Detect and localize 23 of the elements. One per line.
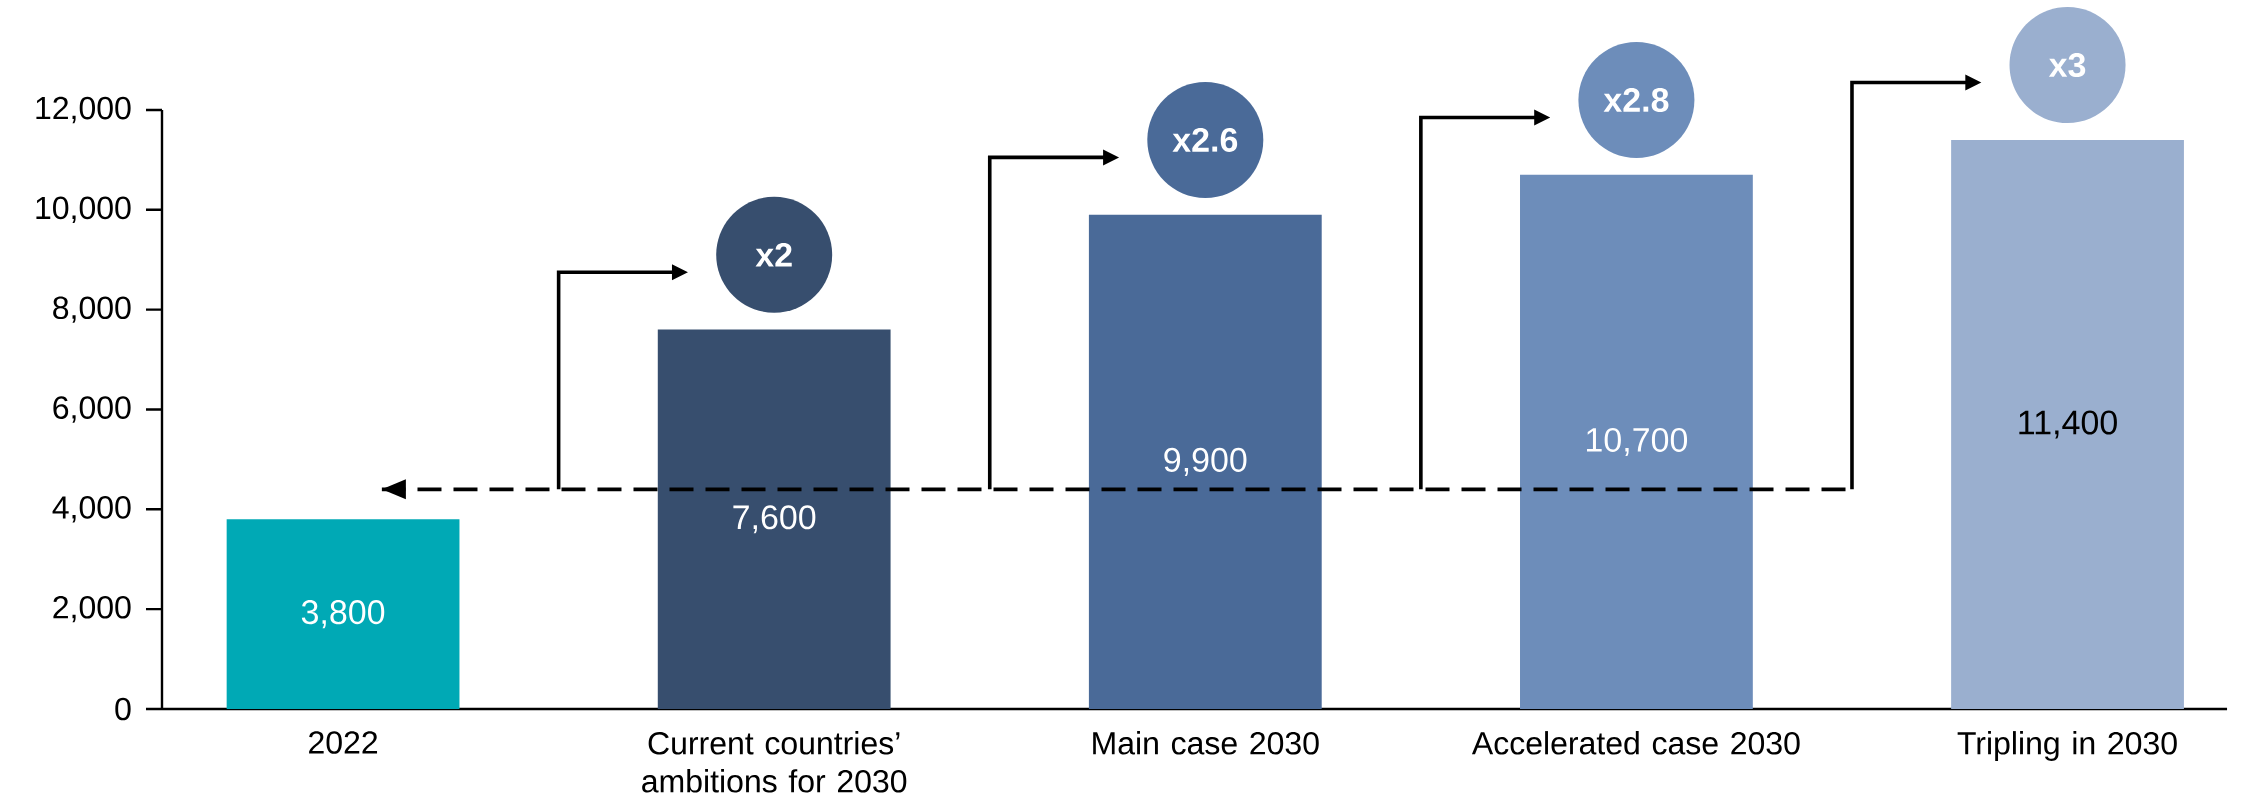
x-tick-label: Tripling in 2030 xyxy=(1957,731,2177,761)
y-tick-label: 4,000 xyxy=(52,496,131,523)
x-tick-label: Main case 2030 xyxy=(1093,731,1319,755)
annotation: x2.6 xyxy=(1172,127,1238,152)
annotation: x2 xyxy=(755,242,792,267)
data-label: 10,700 xyxy=(1586,427,1688,456)
bar xyxy=(226,519,460,709)
bar xyxy=(657,329,891,709)
data-label: 7,600 xyxy=(733,505,816,534)
y-tick-label: 2,000 xyxy=(53,595,131,623)
data-label: 9,900 xyxy=(1164,447,1247,476)
data-label: 3,800 xyxy=(301,600,385,629)
y-tick-label: 12,000 xyxy=(36,96,131,124)
y-tick-label: 6,000 xyxy=(53,396,131,423)
y-tick-label: 8,000 xyxy=(53,296,131,323)
annotation: x2.8 xyxy=(1603,87,1669,113)
data-label: 11,400 xyxy=(2019,410,2117,439)
x-tick-label: Current countries’ ambitions for 2030 xyxy=(642,731,907,793)
x-tick-label: Accelerated case 2030 xyxy=(1471,731,1800,755)
x-tick-label: 2022 xyxy=(309,731,378,754)
y-tick-label: 10,000 xyxy=(36,196,131,224)
y-tick-label: 0 xyxy=(115,697,131,721)
text: x3 xyxy=(2048,53,2086,78)
